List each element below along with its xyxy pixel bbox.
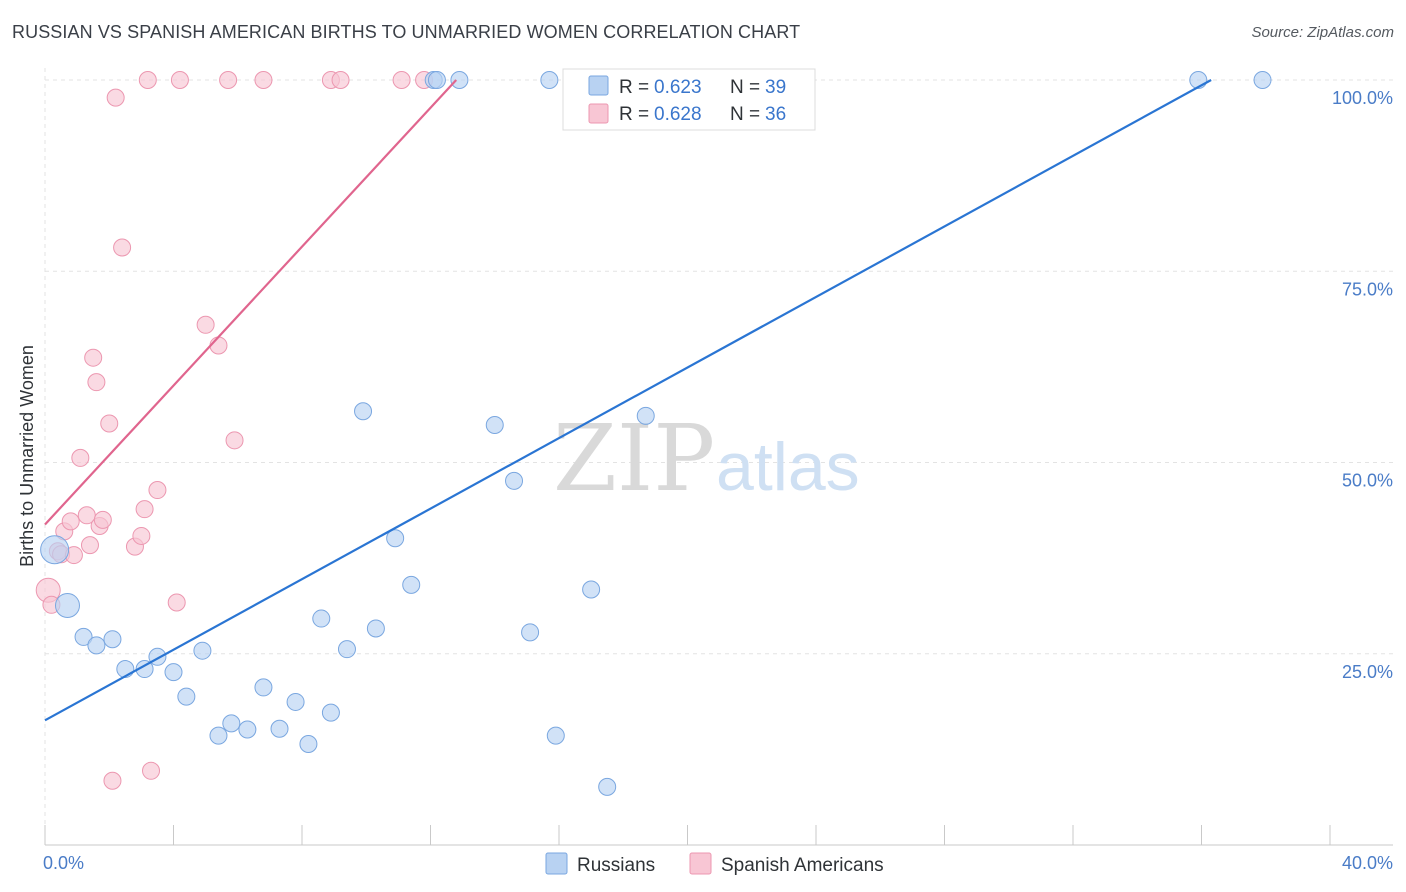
russian-point (209, 726, 228, 745)
russian-point (74, 627, 93, 646)
russian-point (450, 71, 469, 89)
russian-point (222, 714, 241, 733)
watermark: ZIP atlas (553, 405, 860, 512)
y-axis-tick-labels: 25.0% 50.0% 75.0% 100.0% (1332, 88, 1393, 682)
spanish-point (106, 88, 125, 107)
russian-point (582, 580, 601, 599)
russian-point (254, 678, 273, 697)
legend-russians-r-value: 0.623 (654, 77, 702, 98)
russian-point (312, 609, 331, 628)
russian-point (299, 735, 318, 754)
russian-point (402, 575, 421, 594)
series-legend: Russians Spanish Americans (545, 852, 884, 876)
spanish-point (209, 336, 228, 355)
russians-trendline (44, 79, 1212, 722)
russian-point (540, 71, 559, 89)
legend-russians-r-label: R = (619, 77, 649, 98)
bottom-legend-spanish: Spanish Americans (721, 855, 884, 876)
spanish-point (392, 71, 411, 89)
y-tick-label: 100.0% (1332, 88, 1393, 108)
spanish-point (113, 238, 132, 257)
spanish-point (132, 526, 151, 545)
y-tick-label: 50.0% (1342, 471, 1393, 491)
y-axis-title: Births to Unmarried Women (17, 345, 37, 567)
spanish-point (84, 348, 103, 367)
legend-spanish-n-value: 36 (765, 104, 786, 125)
russian-point (505, 471, 524, 490)
spanish-trendline (44, 79, 458, 526)
legend-russians-n-value: 39 (765, 77, 786, 98)
russians-points (40, 71, 1272, 796)
russian-point (87, 636, 106, 655)
russian-point (54, 593, 80, 619)
spanish-point (142, 761, 161, 780)
spanish-point (87, 373, 106, 392)
watermark-zip: ZIP (553, 405, 715, 512)
y-tick-label: 75.0% (1342, 279, 1393, 299)
bottom-legend-swatch-spanish (689, 852, 712, 875)
spanish-point (93, 510, 112, 529)
trendlines (44, 79, 1212, 722)
spanish-point (103, 771, 122, 790)
spanish-point (219, 71, 238, 89)
spanish-point (61, 512, 80, 531)
russian-point (598, 777, 617, 796)
russian-point (337, 640, 356, 659)
legend-russians-n-label: N = (730, 77, 760, 98)
source-credit: Source: ZipAtlas.com (1251, 24, 1394, 41)
russian-point (386, 529, 405, 548)
legend-spanish-r-label: R = (619, 104, 649, 125)
spanish-point (196, 315, 215, 334)
russian-point (366, 619, 385, 638)
legend-spanish-r-value: 0.628 (654, 104, 702, 125)
chart-title: RUSSIAN VS SPANISH AMERICAN BIRTHS TO UN… (12, 22, 801, 42)
spanish-point (135, 500, 154, 519)
spanish-point (71, 448, 90, 467)
russian-point (40, 535, 70, 565)
legend-spanish-n-label: N = (730, 104, 760, 125)
x-tick-label-min: 0.0% (43, 853, 84, 873)
russian-point (321, 703, 340, 722)
x-axis-ticks (44, 825, 1331, 845)
y-tick-label: 25.0% (1342, 662, 1393, 682)
spanish-point (167, 593, 186, 612)
russian-point (193, 641, 212, 660)
correlation-legend: R = 0.623 N = 39 R = 0.628 N = 36 (562, 68, 816, 131)
russian-point (1253, 71, 1272, 89)
spanish-point (100, 414, 119, 433)
bottom-legend-swatch-russians (545, 852, 568, 875)
x-tick-label-max: 40.0% (1342, 853, 1393, 873)
russian-point (354, 402, 373, 421)
russian-point (164, 663, 183, 682)
russian-point (521, 623, 540, 642)
spanish-point (80, 536, 99, 555)
russian-point (177, 687, 196, 706)
russian-point (286, 692, 305, 711)
russian-point (103, 630, 122, 649)
legend-swatch-russians (588, 75, 609, 96)
spanish-point (148, 481, 167, 500)
spanish-point (138, 71, 157, 89)
spanish-point (170, 71, 189, 89)
russian-point (485, 416, 504, 435)
russian-point (636, 406, 655, 425)
legend-swatch-spanish (588, 103, 609, 124)
russian-point (270, 719, 289, 738)
spanish-point (254, 71, 273, 89)
russian-point (427, 71, 446, 89)
spanish-point (225, 431, 244, 450)
bottom-legend-russians: Russians (577, 855, 655, 876)
russian-point (546, 726, 565, 745)
watermark-atlas: atlas (716, 429, 860, 505)
russian-point (238, 720, 257, 739)
spanish-point (331, 71, 350, 89)
